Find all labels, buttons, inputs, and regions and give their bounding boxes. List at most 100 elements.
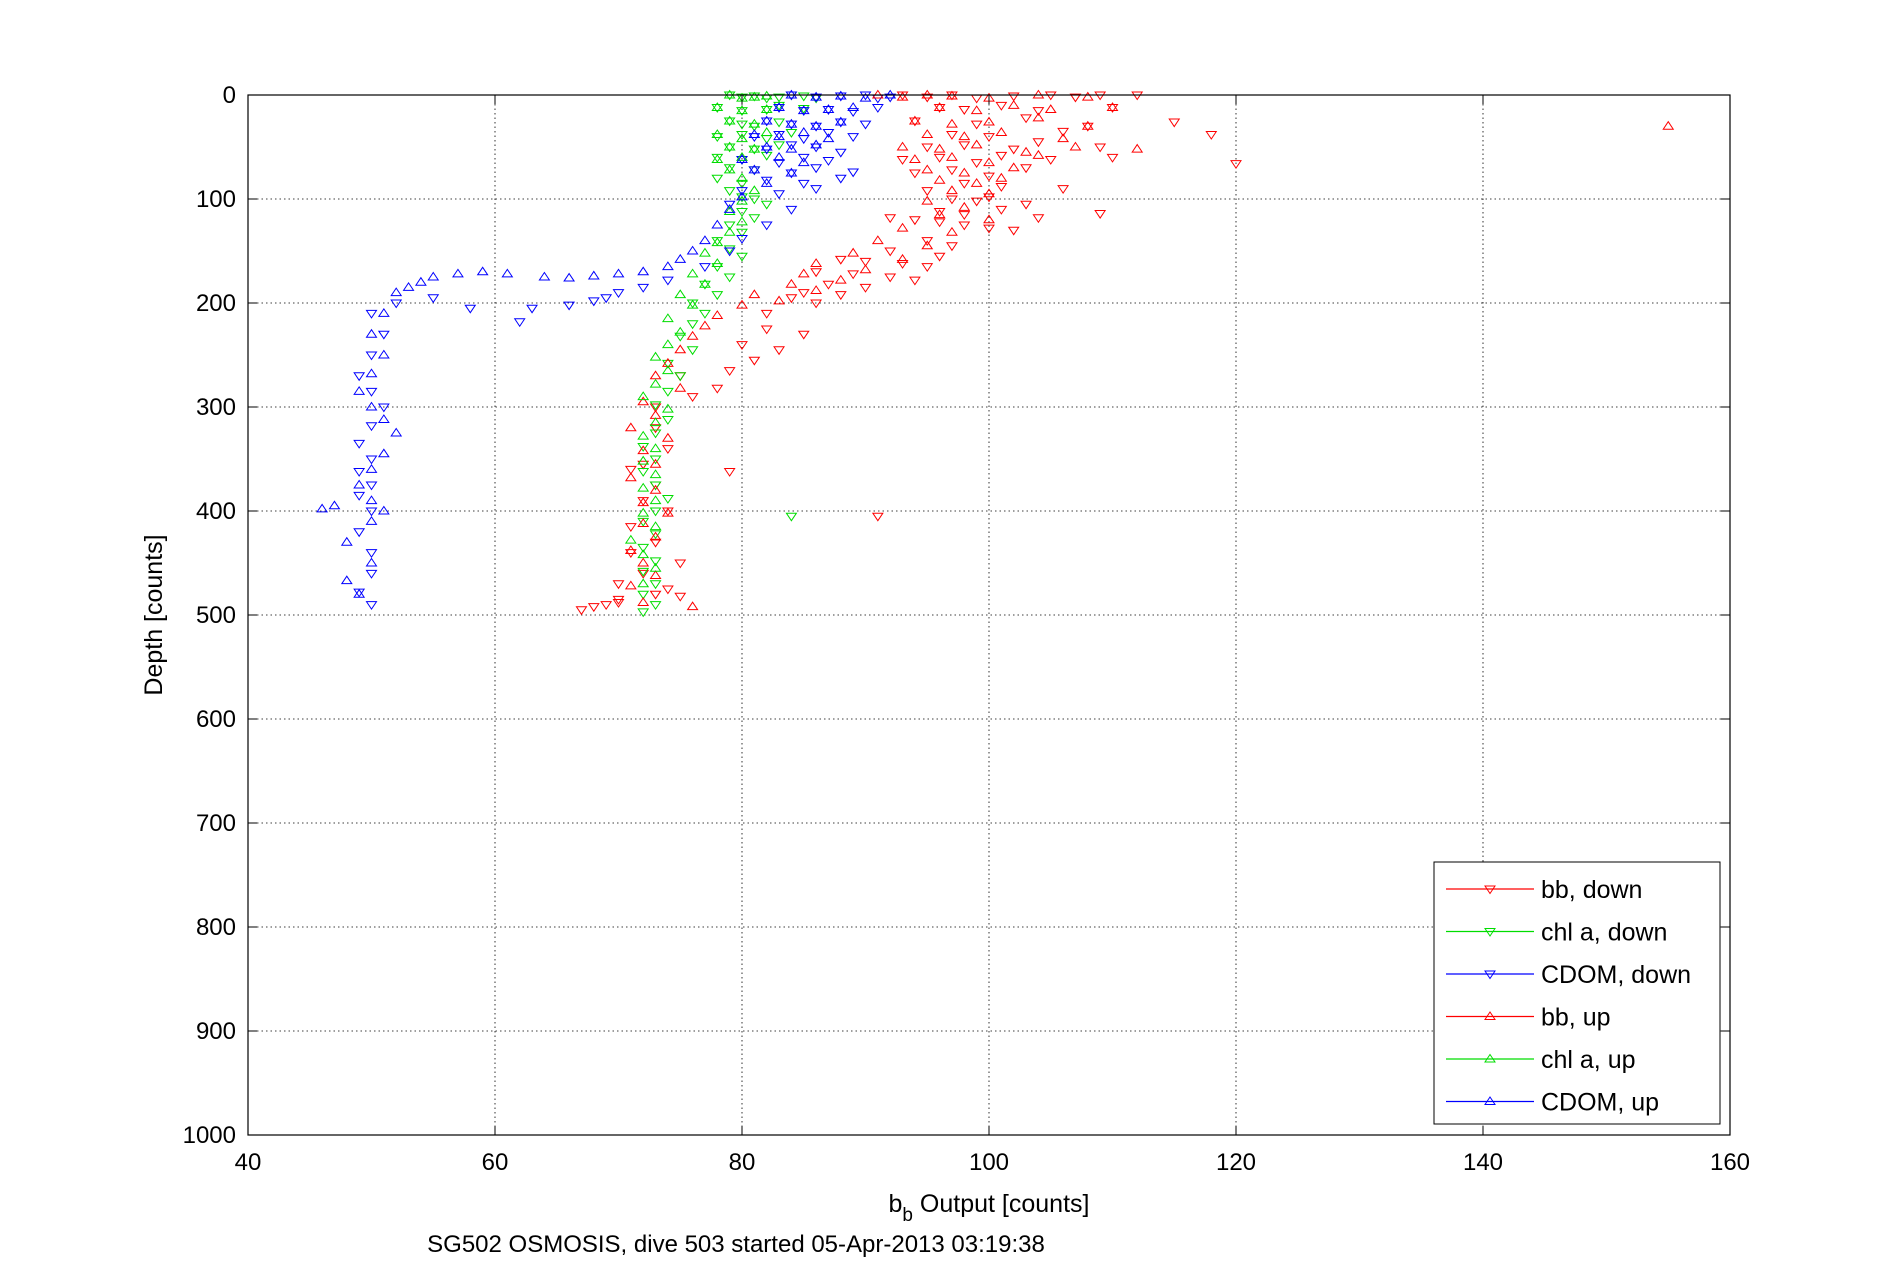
data-point: [587, 270, 600, 280]
data-point: [736, 131, 748, 140]
data-point: [896, 91, 909, 101]
data-point: [946, 166, 958, 176]
data-point: [908, 154, 921, 163]
data-point: [785, 169, 798, 179]
data-point: [637, 455, 650, 465]
data-point: [1106, 102, 1119, 111]
data-point: [933, 252, 946, 262]
data-point: [958, 106, 971, 115]
y-tick-label: 600: [196, 706, 236, 733]
data-point: [711, 263, 724, 273]
data-point: [711, 310, 724, 319]
data-point: [983, 224, 995, 234]
data-point: [921, 143, 934, 153]
data-point: [723, 273, 736, 283]
data-point: [785, 278, 798, 288]
data-point: [1020, 200, 1032, 210]
data-point: [810, 285, 823, 295]
data-point: [402, 281, 415, 291]
data-point: [637, 391, 650, 401]
x-tick-label: 40: [235, 1149, 262, 1176]
data-point: [637, 482, 650, 492]
data-point: [822, 133, 835, 143]
data-point: [686, 299, 699, 309]
data-point: [773, 141, 785, 151]
data-point: [884, 214, 897, 224]
data-point: [933, 207, 946, 217]
data-point: [649, 401, 662, 411]
data-point: [921, 240, 934, 250]
data-point: [859, 91, 872, 101]
data-point: [637, 569, 650, 579]
data-point: [723, 91, 736, 101]
legend-entry: CDOM, up: [1446, 1089, 1659, 1117]
data-point: [748, 143, 761, 153]
data-point: [773, 131, 785, 141]
data-point: [637, 507, 650, 517]
data-point: [365, 495, 378, 505]
data-point: [723, 115, 736, 125]
data-point: [649, 481, 662, 491]
x-tick-label: 100: [969, 1149, 1009, 1176]
data-point: [970, 105, 983, 115]
data-point: [760, 200, 773, 210]
data-point: [723, 226, 736, 236]
data-point: [760, 117, 773, 127]
data-point: [983, 193, 995, 203]
data-point: [859, 283, 872, 293]
data-point: [797, 289, 810, 299]
data-point: [365, 507, 378, 517]
data-point: [711, 103, 724, 113]
data-point: [624, 534, 637, 544]
series-cdom-up: [316, 89, 897, 598]
data-point: [983, 188, 995, 198]
data-point: [414, 276, 427, 286]
legend-box: [1433, 861, 1721, 1125]
data-point: [736, 193, 748, 203]
data-point: [624, 465, 637, 475]
legend-entry: CDOM, down: [1446, 961, 1691, 989]
data-point: [1007, 99, 1020, 109]
data-point: [785, 91, 798, 101]
data-point: [711, 174, 724, 184]
legend-marker: [1484, 928, 1496, 937]
data-point: [587, 297, 600, 307]
data-point: [736, 207, 748, 217]
data-point: [390, 427, 403, 437]
y-axis-label: Depth [counts]: [140, 534, 168, 695]
data-point: [723, 187, 736, 197]
legend-entry: chl a, down: [1446, 919, 1667, 947]
data-point: [810, 185, 823, 195]
data-series: [316, 89, 1675, 618]
data-point: [1007, 92, 1020, 102]
y-tick-label: 100: [196, 186, 236, 213]
data-point: [896, 222, 909, 232]
data-point: [958, 211, 971, 221]
data-point: [983, 116, 995, 126]
data-point: [810, 258, 823, 267]
data-point: [970, 197, 983, 207]
data-point: [353, 479, 366, 489]
data-point: [785, 118, 798, 128]
data-point: [748, 118, 761, 128]
data-point: [365, 549, 378, 559]
figure-caption: SG502 OSMOSIS, dive 503 started 05-Apr-2…: [427, 1231, 1045, 1258]
data-point: [340, 575, 353, 585]
data-point: [921, 129, 934, 139]
data-point: [316, 503, 329, 513]
data-point: [933, 102, 946, 111]
data-point: [834, 291, 847, 301]
data-point: [365, 601, 378, 611]
data-point: [958, 201, 971, 211]
data-point: [711, 129, 724, 139]
data-point: [649, 378, 662, 388]
data-point: [810, 120, 823, 130]
data-point: [810, 164, 823, 174]
data-point: [908, 276, 921, 286]
data-point: [822, 157, 835, 166]
data-point: [699, 309, 711, 319]
data-point: [526, 304, 538, 314]
data-point: [834, 118, 847, 128]
data-point: [933, 103, 946, 113]
data-point: [723, 245, 736, 255]
